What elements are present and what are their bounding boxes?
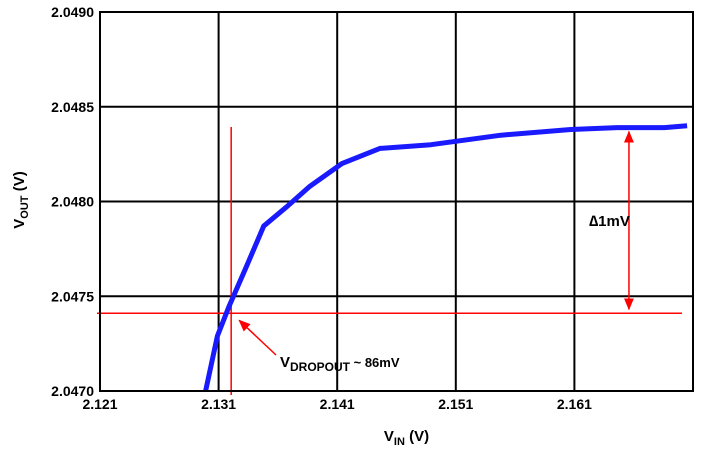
dropout-label-main: V bbox=[280, 354, 290, 371]
y-tick-label: 2.0470 bbox=[51, 383, 94, 399]
x-tick-labels: 2.121 2.131 2.141 2.151 2.161 bbox=[82, 396, 592, 412]
x-tick-label: 2.121 bbox=[82, 396, 117, 412]
y-axis-title-unit: (V) bbox=[11, 171, 28, 195]
y-tick-label: 2.0480 bbox=[51, 194, 94, 210]
x-axis-title: VIN (V) bbox=[384, 428, 429, 448]
dropout-label: VDROPOUT ~ 86mV bbox=[280, 354, 400, 374]
grid-lines bbox=[100, 12, 693, 391]
delta-label: ∆1mV bbox=[589, 213, 630, 230]
y-axis-title-main: V bbox=[11, 219, 28, 229]
y-tick-label: 2.0475 bbox=[51, 288, 94, 304]
y-tick-label: 2.0490 bbox=[51, 4, 94, 20]
dropout-arrow bbox=[238, 319, 277, 356]
y-axis-title: VOUT (V) bbox=[11, 171, 31, 228]
x-tick-label: 2.141 bbox=[320, 396, 355, 412]
x-tick-label: 2.161 bbox=[557, 396, 592, 412]
y-tick-label: 2.0485 bbox=[51, 99, 94, 115]
dropout-label-sub: DROPOUT bbox=[290, 360, 351, 374]
series-line bbox=[203, 123, 688, 392]
dropout-label-rest: ~ 86mV bbox=[350, 355, 400, 370]
series-group bbox=[203, 123, 688, 392]
x-axis-title-main: V bbox=[384, 428, 394, 445]
annotation-lines bbox=[97, 127, 682, 395]
plot-frame bbox=[99, 11, 694, 392]
x-tick-label: 2.131 bbox=[201, 396, 236, 412]
y-axis-title-sub: OUT bbox=[19, 195, 31, 219]
y-tick-labels: 2.0470 2.0475 2.0480 2.0485 2.0490 bbox=[51, 4, 94, 399]
x-tick-label: 2.151 bbox=[438, 396, 473, 412]
x-axis-title-sub: IN bbox=[394, 436, 405, 448]
x-axis-title-unit: (V) bbox=[405, 428, 429, 445]
